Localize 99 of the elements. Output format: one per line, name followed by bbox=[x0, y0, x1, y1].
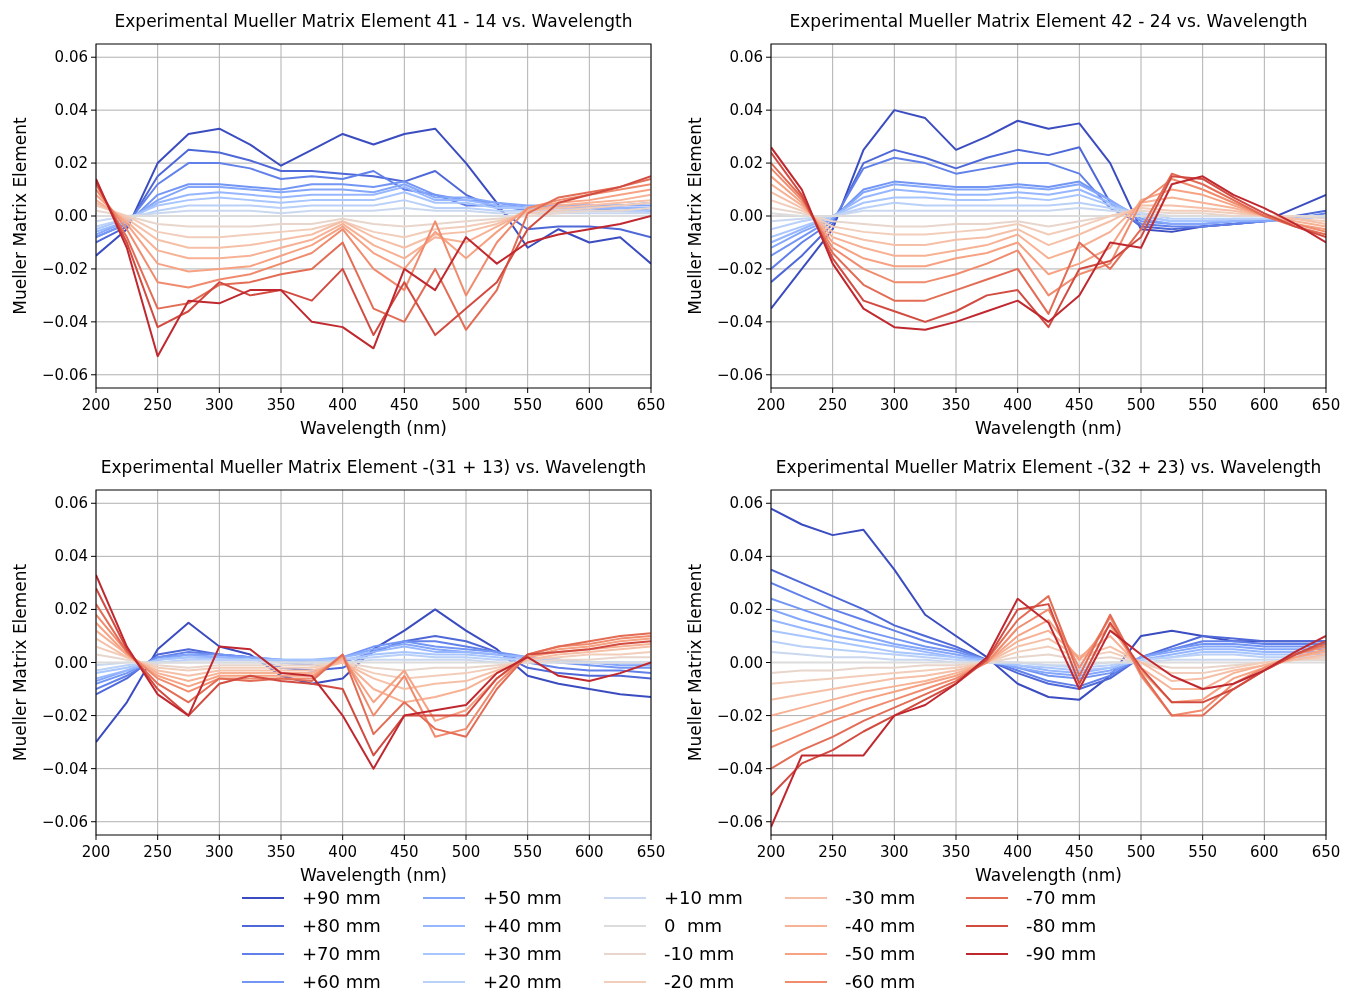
chart-title: Experimental Mueller Matrix Element -(31 + 13) vs. Wavelength bbox=[100, 457, 647, 477]
legend-label: -60 mm bbox=[845, 971, 916, 992]
x-tick-label: 200 bbox=[81, 843, 111, 861]
y-tick-label: −0.02 bbox=[717, 706, 763, 725]
legend-label: -20 mm bbox=[664, 971, 735, 992]
legend-label: +50 mm bbox=[483, 887, 562, 908]
legend-label: +20 mm bbox=[483, 971, 562, 992]
x-tick-label: 650 bbox=[1311, 843, 1341, 861]
y-tick-label: 0.02 bbox=[54, 600, 88, 619]
legend-label: -30 mm bbox=[845, 887, 916, 908]
x-tick-label: 500 bbox=[451, 843, 481, 861]
legend-label: +60 mm bbox=[302, 971, 381, 992]
legend-label: +30 mm bbox=[483, 943, 562, 964]
y-axis-title: Mueller Matrix Element bbox=[10, 116, 30, 315]
legend-label: -10 mm bbox=[664, 943, 735, 964]
y-tick-label: 0.04 bbox=[729, 547, 763, 566]
x-tick-label: 350 bbox=[266, 843, 296, 861]
legend-label: +70 mm bbox=[302, 943, 381, 964]
y-tick-label: −0.04 bbox=[42, 759, 88, 778]
x-tick-label: 550 bbox=[513, 396, 542, 414]
x-axis-title: Wavelength (nm) bbox=[300, 418, 447, 438]
chart-title: Experimental Mueller Matrix Element 42 - 24 vs. Wavelength bbox=[789, 11, 1308, 31]
x-tick-label: 600 bbox=[1250, 396, 1279, 414]
chart-title: Experimental Mueller Matrix Element 41 - 14 vs. Wavelength bbox=[114, 11, 633, 31]
x-tick-label: 200 bbox=[756, 843, 786, 861]
x-tick-label: 550 bbox=[513, 843, 542, 861]
x-tick-label: 300 bbox=[880, 396, 909, 414]
y-tick-label: −0.06 bbox=[717, 812, 763, 831]
x-tick-label: 300 bbox=[205, 843, 234, 861]
legend-label: -50 mm bbox=[845, 943, 916, 964]
y-tick-label: −0.04 bbox=[717, 759, 763, 778]
x-tick-label: 450 bbox=[1065, 843, 1094, 861]
x-axis-title: Wavelength (nm) bbox=[975, 418, 1122, 438]
x-tick-label: 450 bbox=[390, 396, 419, 414]
legend-label: -40 mm bbox=[845, 915, 916, 936]
y-tick-label: 0.04 bbox=[729, 101, 763, 120]
y-tick-label: 0.02 bbox=[729, 154, 763, 173]
x-tick-label: 350 bbox=[266, 396, 296, 414]
x-tick-label: 300 bbox=[880, 843, 909, 861]
y-tick-label: 0.06 bbox=[54, 494, 88, 513]
x-tick-label: 650 bbox=[636, 843, 666, 861]
y-tick-label: 0.04 bbox=[54, 547, 88, 566]
y-tick-label: 0.00 bbox=[54, 653, 88, 672]
x-tick-label: 200 bbox=[756, 396, 786, 414]
y-axis-title: Mueller Matrix Element bbox=[685, 563, 705, 762]
x-tick-label: 250 bbox=[143, 396, 172, 414]
x-tick-label: 500 bbox=[1126, 396, 1156, 414]
y-tick-label: −0.02 bbox=[42, 259, 88, 278]
x-tick-label: 450 bbox=[390, 843, 419, 861]
legend-label: +10 mm bbox=[664, 887, 743, 908]
y-tick-label: 0.00 bbox=[54, 207, 88, 225]
legend-label: -70 mm bbox=[1026, 887, 1097, 908]
x-tick-label: 400 bbox=[328, 843, 357, 861]
y-tick-label: 0.00 bbox=[729, 207, 763, 225]
x-tick-label: 600 bbox=[575, 843, 604, 861]
x-tick-label: 450 bbox=[1065, 396, 1094, 414]
x-tick-label: 500 bbox=[1126, 843, 1156, 861]
x-tick-label: 350 bbox=[941, 396, 971, 414]
y-tick-label: −0.06 bbox=[42, 812, 88, 831]
y-tick-label: 0.06 bbox=[729, 48, 763, 67]
x-tick-label: 550 bbox=[1188, 843, 1217, 861]
y-tick-label: −0.06 bbox=[42, 365, 88, 384]
y-tick-label: 0.04 bbox=[54, 101, 88, 120]
legend-label: +80 mm bbox=[302, 915, 381, 936]
legend-label: +90 mm bbox=[302, 887, 381, 908]
chart-title: Experimental Mueller Matrix Element -(32 + 23) vs. Wavelength bbox=[775, 457, 1322, 477]
y-tick-label: 0.06 bbox=[729, 494, 763, 513]
y-tick-label: −0.06 bbox=[717, 365, 763, 384]
y-tick-label: −0.04 bbox=[42, 312, 88, 331]
y-tick-label: −0.02 bbox=[42, 706, 88, 725]
y-tick-label: 0.00 bbox=[729, 653, 763, 672]
x-tick-label: 350 bbox=[941, 843, 971, 861]
x-tick-label: 550 bbox=[1188, 396, 1217, 414]
legend-label: +40 mm bbox=[483, 915, 562, 936]
y-axis-title: Mueller Matrix Element bbox=[10, 563, 30, 762]
x-tick-label: 400 bbox=[328, 396, 357, 414]
y-axis-title: Mueller Matrix Element bbox=[685, 116, 705, 315]
x-tick-label: 650 bbox=[1311, 396, 1341, 414]
x-tick-label: 650 bbox=[636, 396, 666, 414]
x-tick-label: 250 bbox=[143, 843, 172, 861]
x-tick-label: 600 bbox=[575, 396, 604, 414]
x-axis-title: Wavelength (nm) bbox=[300, 865, 447, 885]
y-tick-label: −0.02 bbox=[717, 259, 763, 278]
legend-label: -80 mm bbox=[1026, 915, 1097, 936]
y-tick-label: 0.02 bbox=[729, 600, 763, 619]
legend-label: 0 mm bbox=[664, 915, 722, 936]
x-tick-label: 200 bbox=[81, 396, 111, 414]
legend-label: -90 mm bbox=[1026, 943, 1097, 964]
x-tick-label: 250 bbox=[818, 396, 847, 414]
y-tick-label: −0.04 bbox=[717, 312, 763, 331]
x-tick-label: 400 bbox=[1003, 396, 1032, 414]
x-tick-label: 400 bbox=[1003, 843, 1032, 861]
x-tick-label: 500 bbox=[451, 396, 481, 414]
y-tick-label: 0.06 bbox=[54, 48, 88, 67]
x-tick-label: 600 bbox=[1250, 843, 1279, 861]
y-tick-label: 0.02 bbox=[54, 154, 88, 173]
x-tick-label: 300 bbox=[205, 396, 234, 414]
x-tick-label: 250 bbox=[818, 843, 847, 861]
x-axis-title: Wavelength (nm) bbox=[975, 865, 1122, 885]
